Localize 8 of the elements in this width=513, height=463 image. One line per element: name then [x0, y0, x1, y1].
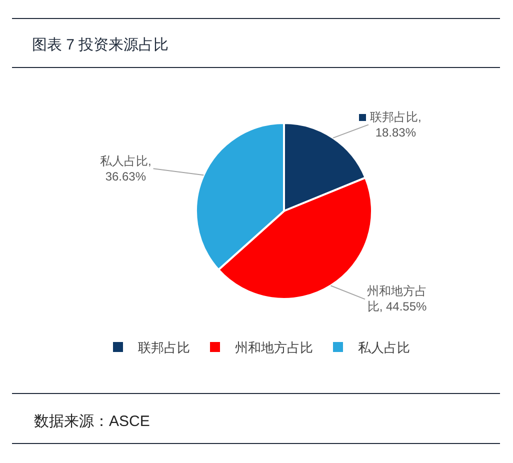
data-label: 州和地方占比, 44.55%: [367, 284, 428, 314]
chart-title: 图表 7 投资来源占比: [32, 36, 169, 54]
legend-label: 州和地方占比: [235, 340, 313, 356]
legend-label: 联邦占比: [138, 340, 190, 356]
data-label: 私人占比, 36.63%: [100, 154, 152, 184]
data-label: 联邦占比, 18.83%: [370, 110, 422, 140]
source-note: 数据来源：ASCE: [34, 413, 150, 430]
legend-label: 私人占比: [358, 340, 410, 356]
